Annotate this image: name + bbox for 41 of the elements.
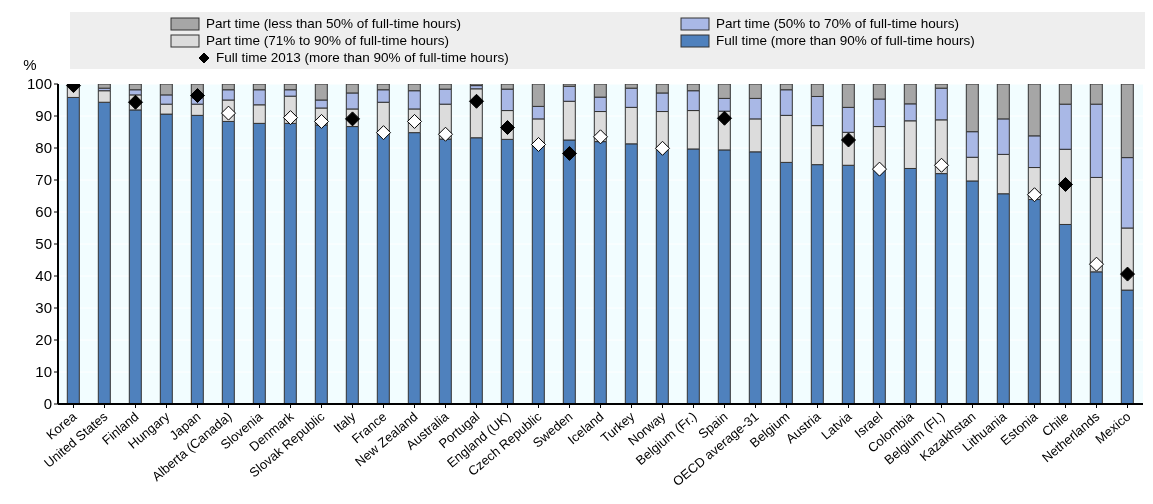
y-tick-label: 50: [35, 235, 52, 253]
legend-label: Part time (less than 50% of full-time hours): [206, 15, 462, 32]
point: [1027, 187, 1042, 203]
point: [1089, 256, 1104, 272]
y-tick-label: 80: [35, 139, 52, 157]
point: [500, 120, 515, 136]
legend-label: Full time (more than 90% of full-time hours): [716, 32, 975, 49]
y-tick-label: 60: [35, 203, 52, 221]
point: [314, 113, 329, 129]
bar: [531, 145, 545, 404]
point: [562, 145, 577, 161]
point: [872, 161, 887, 177]
y-tick-label: 70: [35, 171, 52, 189]
y-tick-label: 90: [35, 107, 52, 125]
point: [841, 132, 856, 148]
y-tick-label: 40: [35, 267, 52, 285]
point: [531, 136, 546, 152]
point: [593, 129, 608, 145]
point: [283, 110, 298, 126]
point: [407, 113, 422, 129]
point: [376, 125, 391, 141]
y-tick-label: 20: [35, 331, 52, 349]
legend-label: Part time (71% to 90% of full-time hours): [206, 32, 450, 49]
bar: [655, 147, 669, 404]
point: [1120, 266, 1135, 282]
point: [934, 157, 949, 173]
point: [438, 126, 453, 142]
point: [717, 110, 732, 126]
point: [221, 105, 236, 121]
point: [469, 93, 484, 109]
y-axis-title: %: [23, 56, 37, 73]
y-tick-label: 30: [35, 299, 52, 317]
y-tick-label: 0: [43, 395, 52, 413]
point: [1058, 176, 1073, 192]
point: [190, 88, 205, 104]
y-tick-label: 10: [35, 363, 52, 381]
y-tick-label: 100: [26, 75, 52, 93]
legend-label: Full time 2013 (more than 90% of full-time hours): [216, 49, 509, 66]
legend-label: Part time (50% to 70% of full-time hours): [716, 15, 960, 32]
point: [655, 140, 670, 156]
bar: [376, 132, 390, 404]
